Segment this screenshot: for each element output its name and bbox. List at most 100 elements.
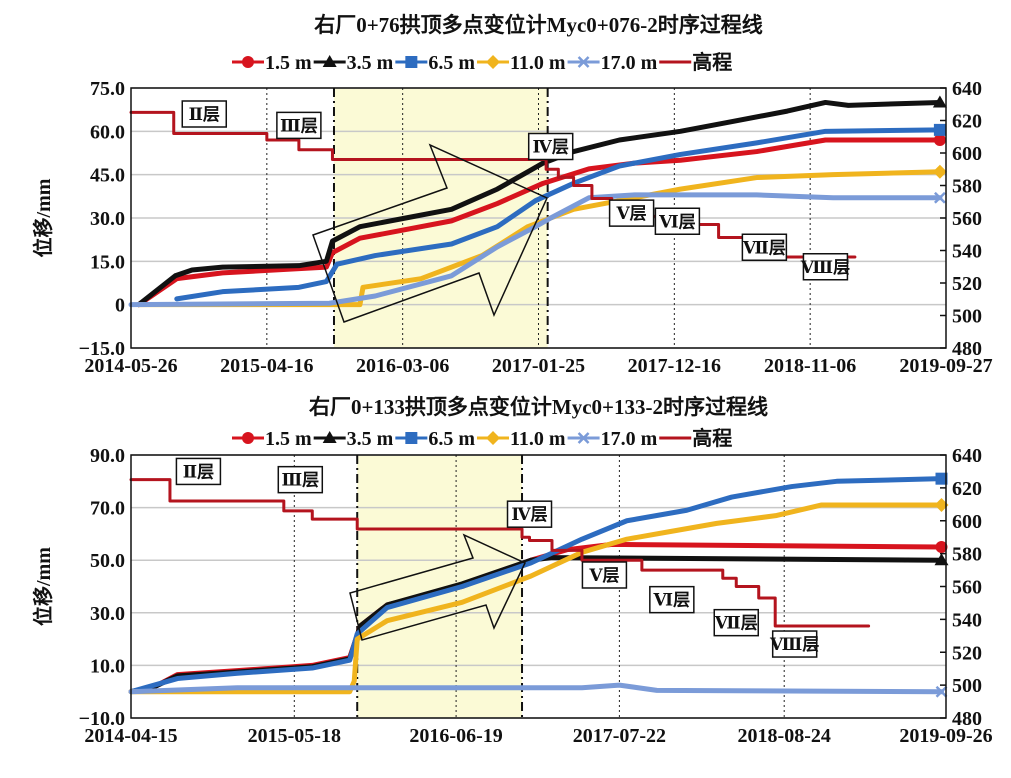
series-marker [935,472,948,485]
x-tick-label: 2019-09-26 [899,725,992,747]
x-tick-label: 2017-01-25 [492,355,585,377]
legend-label: 1.5 m [265,428,312,450]
x-tick-label: 2014-04-15 [84,725,177,747]
layer-label-text: Ⅷ层 [800,258,850,277]
layer-label-box [506,500,553,528]
layer-label-box [527,132,574,161]
y2-tick-label: 640 [952,78,982,100]
layer-label-text: Ⅵ层 [658,212,696,231]
y-tick-label: 0 [115,295,125,317]
layer-label: Ⅵ层 [654,207,701,235]
legend-marker-diamond-icon [486,431,501,445]
chart-title: 右厂0+133拱顶多点变位计Myc0+133-2时序过程线 [309,395,768,419]
legend-item: 高程 [659,50,732,74]
legend-item: 1.5 m [232,52,312,74]
y2-tick-label: 620 [952,111,982,133]
legend-marker-square-icon [405,56,418,68]
x-tick-label: 2017-12-16 [628,355,721,377]
legend-item: 1.5 m [232,428,312,450]
layer-label-text: Ⅶ层 [714,614,758,633]
legend-marker-x-icon [577,432,590,444]
layer-label-box [741,233,788,261]
series-marker [934,497,949,512]
layer-label: Ⅱ层 [181,100,228,128]
layer-label-text: Ⅱ层 [189,105,220,124]
series-line-17.0m [128,192,943,308]
layer-label-box [713,608,760,637]
legend-label: 6.5 m [428,52,475,74]
layer-label-box [175,457,222,486]
legend-marker-triangle-icon [322,55,337,67]
layer-label-text: Ⅲ层 [280,116,318,135]
legend-marker-circle-icon [242,432,254,444]
layer-label: Ⅲ层 [276,111,322,140]
y2-tick-label: 540 [952,609,982,631]
series-marker [934,191,946,204]
legend: 1.5 m 3.5 m 6.5 m 11.0 m 17.0 m 高程 [232,50,732,74]
series-marker [933,123,946,136]
layer-label-box [581,561,628,589]
layer-label-box [802,253,849,281]
series-marker [932,164,947,179]
layer-label: Ⅷ层 [769,630,819,658]
y2-tick-label: 580 [952,176,982,198]
legend-label: 17.0 m [601,52,658,74]
y-tick-label: 50.0 [90,550,125,572]
y2-tick-label: 640 [952,445,982,467]
chart-title: 右厂0+76拱顶多点变位计Myc0+076-2时序过程线 [314,13,763,37]
trend-arrow-icon [349,533,527,641]
series-line-11.0m [128,502,945,695]
y2-tick-label: 580 [952,544,982,566]
layer-label-box [654,207,701,235]
legend-label: 17.0 m [601,428,658,450]
layer-label-box [277,465,324,494]
layer-label-box [649,585,695,614]
legend-label: 11.0 m [510,428,566,450]
x-tick-label: 2018-11-06 [764,355,856,377]
legend-item: 11.0 m [477,428,566,450]
y2-tick-label: 480 [952,708,982,730]
legend-marker-diamond-icon [486,55,501,69]
y-tick-label: 30.0 [90,603,125,625]
highlight-band [357,455,523,718]
y-tick-label: −15.0 [79,338,125,360]
x-tick-label: 2016-03-06 [356,355,449,377]
y-tick-label: 75.0 [90,78,125,100]
legend-item: 3.5 m [313,428,394,450]
layer-label-text: Ⅲ层 [281,471,319,490]
legend: 1.5 m 3.5 m 6.5 m 11.0 m 17.0 m 高程 [232,426,732,450]
y2-tick-label: 600 [952,143,982,165]
legend-item: 6.5 m [395,428,475,450]
layer-label-text: Ⅵ层 [653,591,691,610]
y-tick-label: 10.0 [90,655,125,677]
series-line-6.5m [174,127,943,302]
layer-label: Ⅷ层 [800,253,850,281]
x-tick-label: 2016-06-19 [409,725,502,747]
y-tick-label: 15.0 [90,251,125,273]
y2-tick-label: 520 [952,642,982,664]
layer-label: Ⅲ层 [277,465,324,494]
legend-item: 高程 [659,426,732,450]
y-tick-label: 60.0 [90,121,125,143]
legend-label: 6.5 m [428,428,475,450]
series-line-高程 [129,478,871,628]
y-axis-label: 位移/mm [31,547,55,626]
y-tick-label: 90.0 [90,445,125,467]
legend-item: 17.0 m [567,52,658,74]
layer-label-box [276,111,322,140]
layer-label: Ⅳ层 [506,500,553,528]
plot-frame [130,454,947,719]
layer-label-text: Ⅴ层 [615,204,646,223]
legend-label: 高程 [692,426,732,450]
layer-label: Ⅱ层 [175,457,222,486]
legend-marker-square-icon [405,432,418,444]
y2-tick-label: 500 [952,675,982,697]
series-marker [935,685,948,698]
series-line-6.5m [128,476,945,695]
chart-bottom: 右厂0+133拱顶多点变位计Myc0+133-2时序过程线 1.5 m 3.5 m 6… [31,395,993,747]
layer-label: Ⅶ层 [713,608,760,637]
legend-label: 3.5 m [347,52,394,74]
y2-tick-label: 600 [952,511,982,533]
